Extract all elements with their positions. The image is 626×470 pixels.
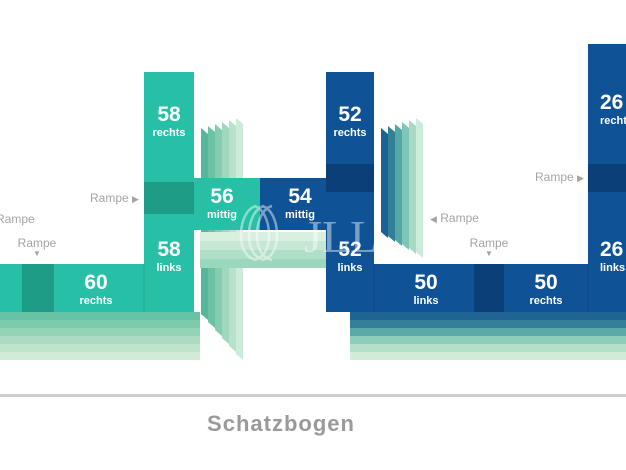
- section-number: 52: [338, 238, 362, 261]
- ramp-green-tower: Rampe ▶: [90, 192, 139, 204]
- slab-left-edge: [0, 264, 22, 312]
- blue-tower-side: [388, 126, 395, 242]
- arrow-right-icon: ▶: [577, 173, 584, 183]
- green-floor-layer: [0, 320, 200, 328]
- slab-52-rechts: [326, 72, 374, 164]
- parking-blocks: [0, 44, 626, 312]
- section-number: 58: [157, 103, 181, 126]
- blue-tower-side: [409, 120, 416, 254]
- ramp-label: Rampe: [469, 236, 509, 250]
- section-number: 58: [157, 238, 181, 261]
- section-26-rechts: 26 rechts: [592, 92, 626, 127]
- blue-tower-side: [416, 118, 423, 258]
- blue-tower-side: [381, 128, 388, 238]
- ramp-blue-row: Rampe ▼: [466, 237, 512, 258]
- section-number: 52: [338, 103, 362, 126]
- section-label: mittig: [285, 209, 315, 221]
- blue-floor-layer: [350, 328, 626, 336]
- street-line: [0, 394, 626, 397]
- ramp-patch-left: [22, 264, 54, 312]
- section-label: mittig: [207, 209, 237, 221]
- section-26-links: 26 links: [592, 239, 626, 274]
- slab-58-rechts: [144, 72, 194, 182]
- ramp-patch-green-tower: [144, 182, 194, 214]
- section-label: links: [413, 295, 439, 307]
- section-52-rechts: 52 rechts: [326, 104, 374, 139]
- blue-floor-layer: [350, 320, 626, 328]
- section-label: links: [156, 262, 182, 274]
- section-number: 60: [84, 271, 108, 294]
- slab-26-links: [588, 192, 626, 312]
- section-58-rechts: 58 rechts: [144, 104, 194, 139]
- ramp-patch-right-tower: [588, 164, 626, 192]
- slab-50-links: [326, 264, 474, 312]
- section-58-links: 58 links: [144, 239, 194, 274]
- bridge-layer: [200, 232, 350, 241]
- section-number: 50: [534, 271, 558, 294]
- section-50-links: 50 links: [386, 272, 466, 307]
- bridge-layer: [200, 250, 350, 259]
- ramp-left-down: Rampe ▼: [14, 237, 60, 258]
- jll-logo-watermark: JLL: [239, 204, 378, 262]
- green-floor-layer: [0, 312, 200, 320]
- slab-54-mittig: [260, 178, 326, 230]
- slab-52-links: [326, 192, 374, 264]
- slab-58-links: [144, 214, 194, 312]
- arrow-down-icon: ▼: [485, 249, 493, 258]
- section-label: rechts: [529, 295, 563, 307]
- blue-tower-side: [402, 122, 409, 250]
- blue-floor-layer: [350, 352, 626, 360]
- arrow-left-icon: ◀: [430, 214, 437, 224]
- section-56-mittig: 56 mittig: [200, 186, 244, 221]
- green-floor-layer: [0, 352, 200, 360]
- ramp-label: Rampe: [0, 212, 35, 226]
- section-label: rechts: [600, 115, 626, 127]
- section-number: 56: [210, 185, 234, 208]
- bridge-layer: [200, 241, 350, 250]
- ramp-label: Rampe: [440, 211, 479, 225]
- section-label: rechts: [79, 295, 113, 307]
- ramp-label: Rampe: [90, 191, 129, 205]
- green-floor-layer: [0, 336, 200, 344]
- section-number: 50: [414, 271, 438, 294]
- section-label: rechts: [333, 127, 367, 139]
- slab-60-rechts: [54, 264, 144, 312]
- ramp-label: Rampe: [535, 170, 574, 184]
- ramp-blue-tower: ◀ Rampe: [430, 212, 479, 224]
- bridge-layer: [200, 259, 350, 268]
- slab-50-rechts: [504, 264, 588, 312]
- section-label: links: [337, 262, 363, 274]
- section-number: 26: [600, 92, 624, 114]
- arrow-right-icon: ▶: [132, 194, 139, 204]
- arrow-down-icon: ▼: [33, 249, 41, 258]
- street-name: Schatzbogen: [207, 411, 355, 436]
- ramp-right-tower: Rampe ▶: [535, 171, 584, 183]
- ramp-patch-blue-tower: [326, 164, 374, 192]
- ramp-label: Rampe: [17, 236, 57, 250]
- blue-floor-layer: [350, 336, 626, 344]
- blue-tower-side: [395, 124, 402, 246]
- section-52-links: 52 links: [326, 239, 374, 274]
- ramp-patch-blue-row: [474, 264, 504, 312]
- ramp-far-left: Rampe: [0, 213, 35, 225]
- blue-floor-layer: [350, 344, 626, 352]
- section-54-mittig: 54 mittig: [278, 186, 322, 221]
- slab-26-rechts: [588, 44, 626, 164]
- section-number: 54: [288, 185, 312, 208]
- section-number: 26: [600, 239, 624, 261]
- green-floor-layer: [0, 328, 200, 336]
- section-60-rechts: 60 rechts: [56, 272, 136, 307]
- section-label: links: [600, 262, 626, 274]
- section-label: rechts: [152, 127, 186, 139]
- blue-floor-layer: [350, 312, 626, 320]
- slab-56-mittig: [194, 178, 260, 230]
- logo-text: JLL: [304, 211, 378, 262]
- green-floor-layer: [0, 344, 200, 352]
- section-50-rechts: 50 rechts: [506, 272, 586, 307]
